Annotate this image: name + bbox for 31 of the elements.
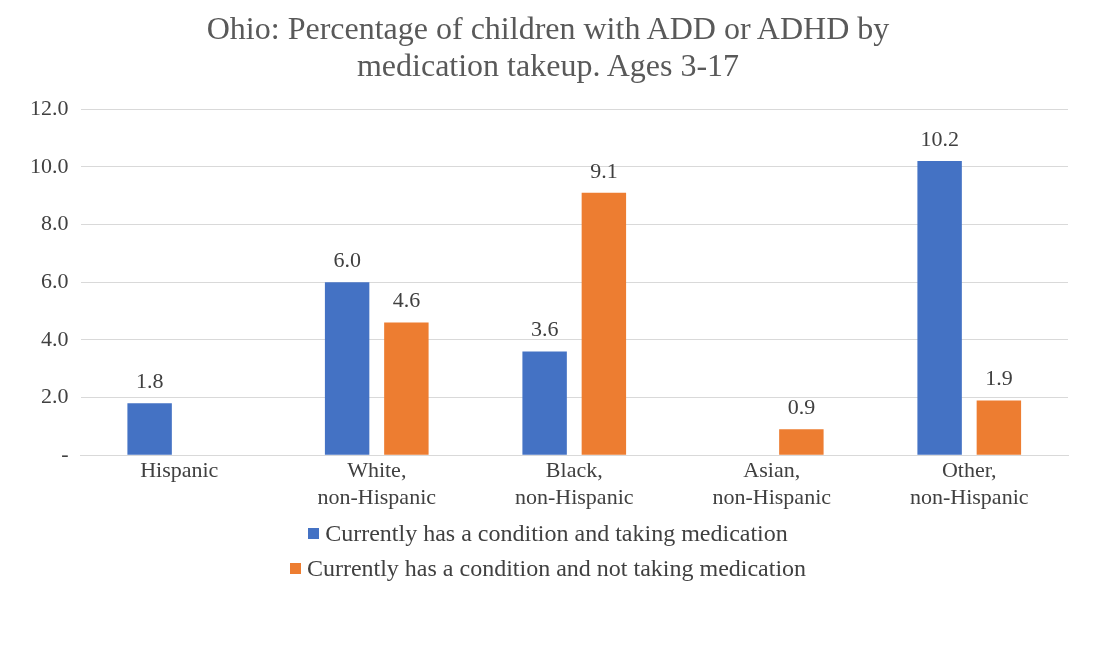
data-label: 1.9	[985, 364, 1013, 390]
y-tick-label: 4.0	[41, 325, 69, 351]
bar	[324, 281, 370, 455]
bar	[581, 192, 627, 455]
y-tick-label: 12.0	[30, 94, 69, 120]
y-tick-label: -	[61, 440, 69, 466]
x-tick-label: Asian, non-Hispanic	[712, 456, 832, 509]
x-tick-label: Black, non-Hispanic	[514, 456, 634, 509]
chart-title: Ohio: Percentage of children with ADD or ADHD by medication takeup. Ages 3-17	[205, 10, 891, 84]
x-tick-label: Hispanic	[140, 456, 219, 482]
data-label: 10.2	[920, 125, 959, 151]
data-label: 9.1	[590, 157, 618, 183]
bar	[127, 402, 172, 455]
y-tick-label: 10.0	[30, 152, 69, 178]
data-label: 3.6	[530, 315, 559, 341]
data-label: 4.6	[392, 286, 421, 312]
legend-label: Currently has a condition and taking medication	[325, 519, 788, 547]
data-label: 1.8	[135, 367, 164, 393]
data-label: 0.9	[787, 393, 816, 419]
bar	[976, 400, 1022, 455]
y-tick-label: 2.0	[41, 382, 69, 408]
legend-label: Currently has a condition and not taking medication	[306, 554, 807, 582]
bar	[917, 160, 962, 455]
data-label: 6.0	[333, 246, 361, 272]
x-tick-label: Other, non-Hispanic	[909, 456, 1029, 509]
bar	[384, 322, 429, 455]
bar	[522, 350, 567, 455]
y-tick-label: 6.0	[41, 267, 69, 293]
bar	[779, 428, 824, 455]
y-tick-label: 8.0	[41, 209, 69, 235]
x-tick-label: White, non-Hispanic	[317, 456, 437, 509]
